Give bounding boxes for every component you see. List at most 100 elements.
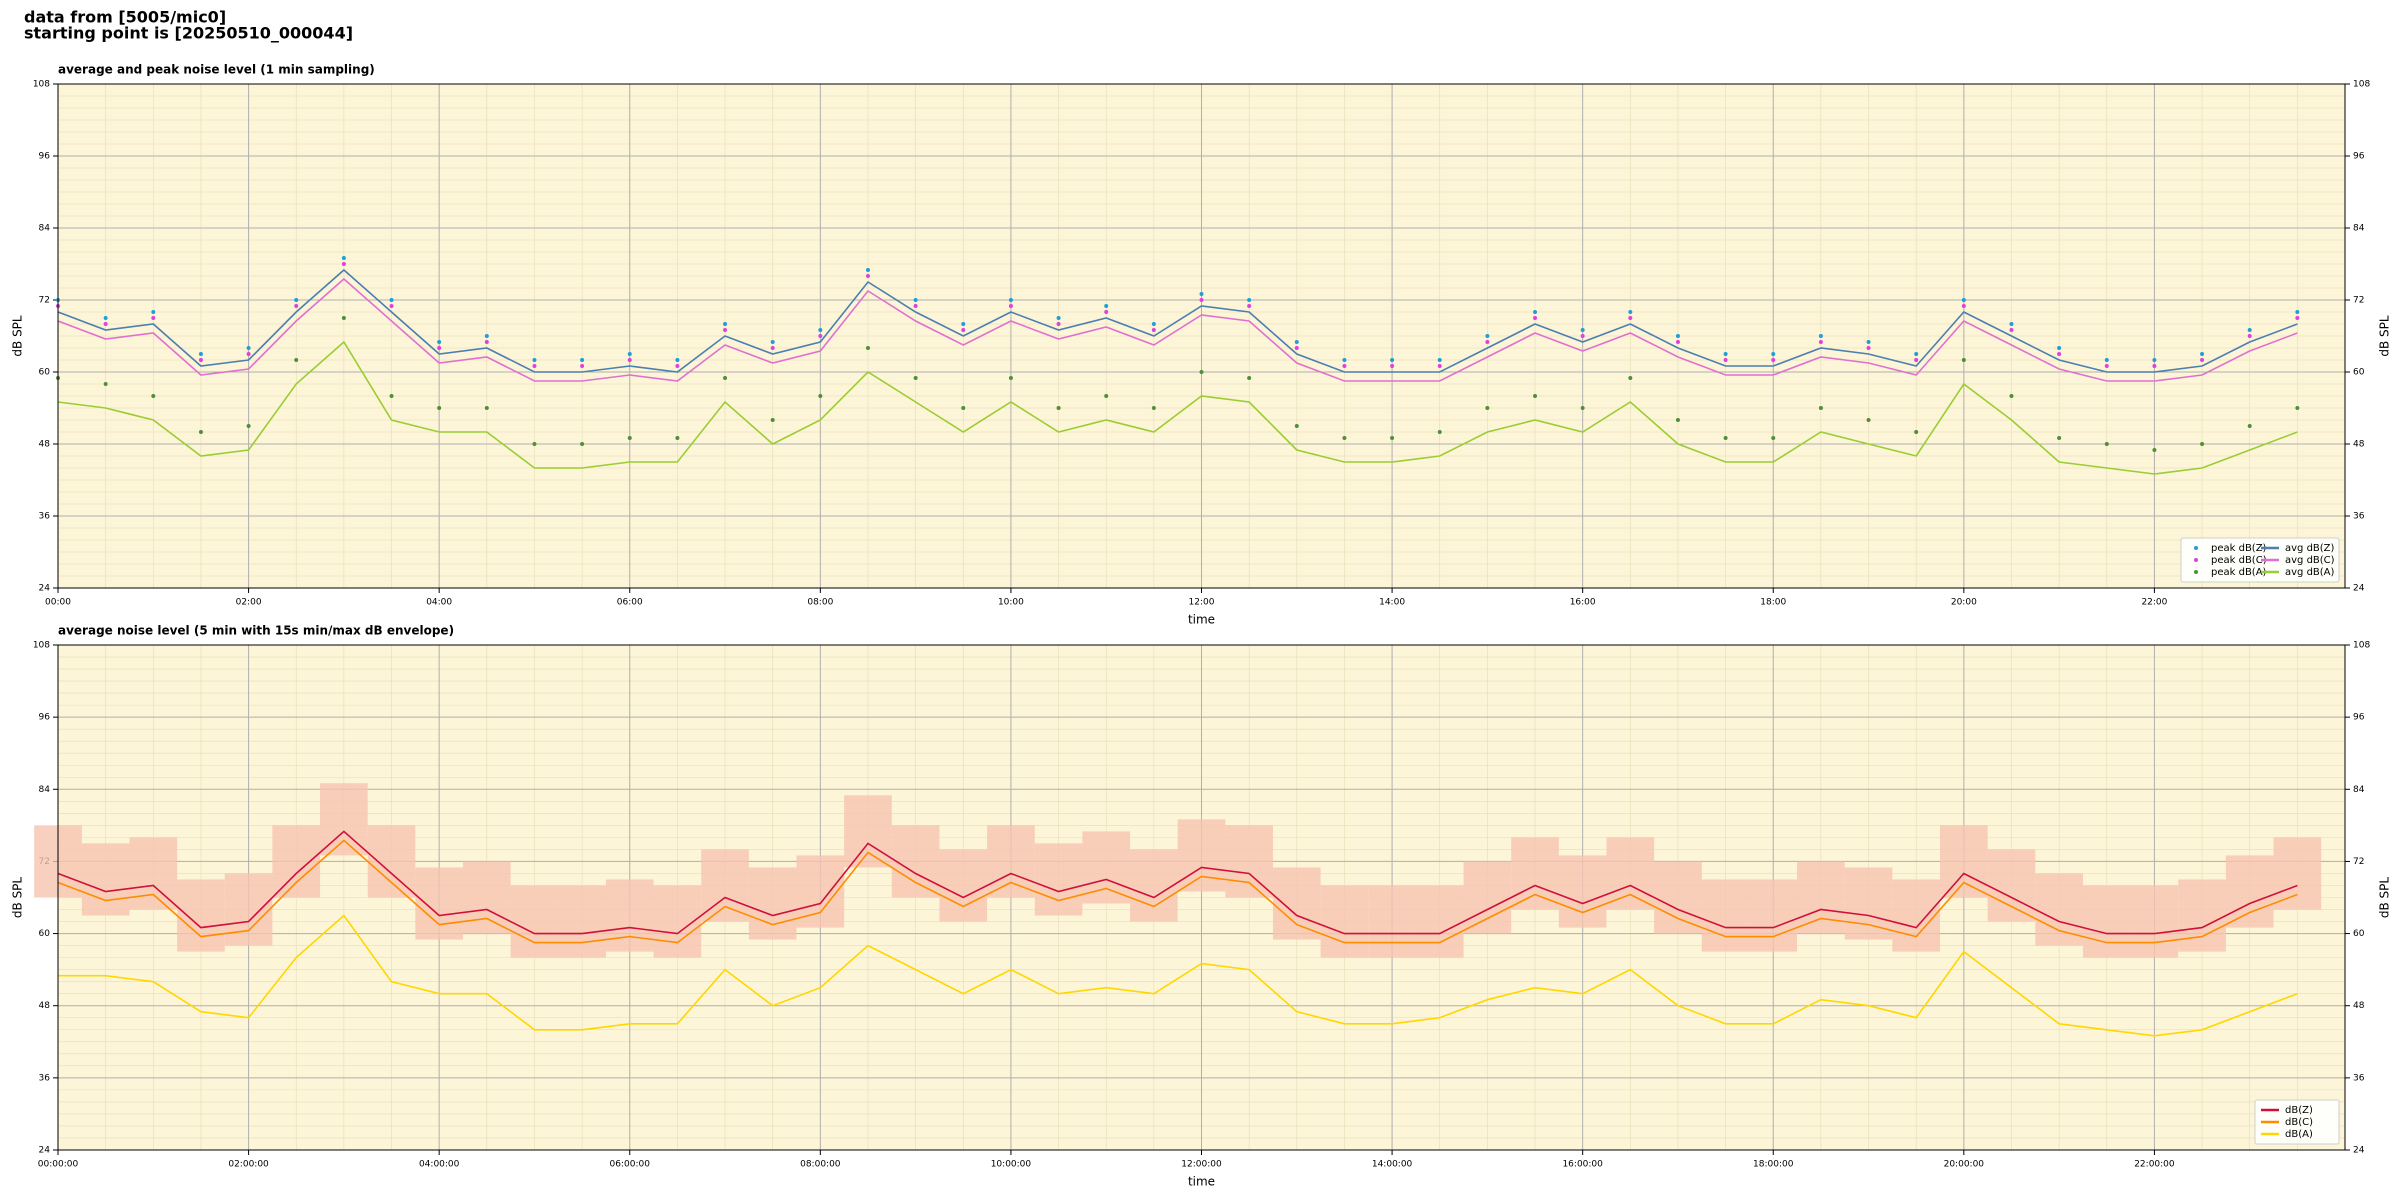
- peak-point: [1580, 406, 1585, 410]
- peak-point: [2200, 442, 2205, 446]
- series-line: [57, 277, 2298, 382]
- x-tick-label: 02:00:00: [228, 1160, 269, 1170]
- legend-label: peak dB(A): [2211, 567, 2267, 578]
- envelope-band: [2035, 873, 2083, 946]
- y-tick-label: 36: [39, 1073, 51, 1083]
- x-tick-label: 12:00: [1189, 598, 1215, 608]
- peak-point: [246, 424, 251, 428]
- peak-point: [1866, 340, 1871, 344]
- peak-point: [675, 364, 680, 368]
- peak-point: [1818, 340, 1823, 344]
- peak-point: [151, 310, 156, 314]
- envelope-band: [1797, 861, 1845, 934]
- y-tick-label: 60: [39, 368, 51, 378]
- y2-tick-label: 72: [2353, 296, 2364, 306]
- legend-label: avg dB(Z): [2285, 543, 2335, 554]
- y-tick-label: 108: [33, 641, 50, 651]
- y2-axis-label: dB SPL: [2378, 315, 2392, 357]
- envelope-band: [415, 867, 463, 940]
- legend-label: dB(C): [2285, 1117, 2313, 1128]
- peak-point: [675, 436, 680, 440]
- peak-point: [2247, 424, 2252, 428]
- y2-tick-label: 48: [2353, 440, 2365, 450]
- peak-point: [198, 430, 203, 434]
- x-tick-label: 22:00: [2141, 598, 2167, 608]
- peak-point: [1771, 436, 1776, 440]
- legend-box: [2180, 537, 2340, 583]
- envelope-band: [1225, 825, 1273, 898]
- peak-point: [2200, 352, 2205, 356]
- peak-point: [484, 340, 489, 344]
- legend-label: avg dB(C): [2285, 555, 2335, 566]
- x-tick-label: 08:00:00: [800, 1160, 841, 1170]
- peak-point: [1056, 322, 1061, 326]
- peak-point: [1008, 376, 1013, 380]
- peak-point: [2057, 436, 2062, 440]
- peak-point: [580, 442, 585, 446]
- peak-point: [151, 316, 156, 320]
- legend-label: dB(Z): [2285, 1105, 2313, 1116]
- envelope-band: [81, 843, 130, 916]
- peak-point: [627, 352, 632, 356]
- y-tick-label: 60: [39, 929, 51, 939]
- peak-point: [865, 346, 870, 350]
- peak-point: [580, 358, 585, 362]
- plot-frame: [57, 83, 2346, 589]
- series-line: [58, 914, 2298, 1037]
- legend-swatch: [2194, 570, 2198, 574]
- series-line: [57, 830, 2298, 935]
- peak-point: [1818, 334, 1823, 338]
- peak-point: [294, 298, 299, 302]
- y-tick-label: 108: [33, 80, 50, 90]
- plot-frame: [57, 644, 2346, 1151]
- x-tick-label: 20:00: [1951, 598, 1977, 608]
- peak-point: [103, 382, 108, 386]
- peak-point: [913, 304, 918, 308]
- envelope-band: [177, 879, 225, 952]
- peak-point: [818, 328, 823, 332]
- peak-point: [1771, 352, 1776, 356]
- envelope-band: [1320, 885, 1369, 958]
- peak-point: [1247, 376, 1252, 380]
- peak-point: [389, 298, 394, 302]
- peak-point: [389, 304, 394, 308]
- peak-point: [675, 358, 680, 362]
- peak-point: [1104, 304, 1109, 308]
- peak-point: [484, 334, 489, 338]
- peak-point: [2009, 394, 2014, 398]
- envelope-band: [1844, 867, 1893, 940]
- peak-point: [1437, 358, 1442, 362]
- peak-point: [2200, 358, 2205, 362]
- peak-point: [580, 364, 585, 368]
- peak-point: [1961, 304, 1966, 308]
- peak-point: [1151, 406, 1156, 410]
- peak-point: [2247, 334, 2252, 338]
- legend-label: peak dB(C): [2211, 555, 2267, 566]
- x-tick-label: 04:00: [426, 598, 452, 608]
- envelope-band: [987, 825, 1035, 898]
- peak-point: [1914, 352, 1919, 356]
- envelope-band: [1272, 867, 1321, 940]
- peak-point: [1294, 424, 1299, 428]
- peak-point: [1390, 358, 1395, 362]
- envelope-band: [510, 885, 559, 958]
- y2-tick-label: 60: [2353, 929, 2365, 939]
- peak-point: [1485, 406, 1490, 410]
- y-tick-label: 84: [39, 224, 51, 234]
- peak-point: [2009, 322, 2014, 326]
- envelope-band: [320, 783, 368, 856]
- y-tick-label: 48: [39, 440, 51, 450]
- x-axis-label: time: [1188, 1175, 1215, 1189]
- y2-tick-label: 72: [2353, 857, 2364, 867]
- series-line: [57, 839, 2298, 944]
- peak-point: [627, 436, 632, 440]
- peak-point: [1628, 376, 1633, 380]
- peak-point: [1485, 340, 1490, 344]
- peak-point: [723, 376, 728, 380]
- legend-label: dB(A): [2285, 1129, 2313, 1140]
- peak-point: [484, 406, 489, 410]
- peak-point: [1675, 418, 1680, 422]
- peak-point: [1008, 298, 1013, 302]
- x-tick-label: 06:00: [617, 598, 643, 608]
